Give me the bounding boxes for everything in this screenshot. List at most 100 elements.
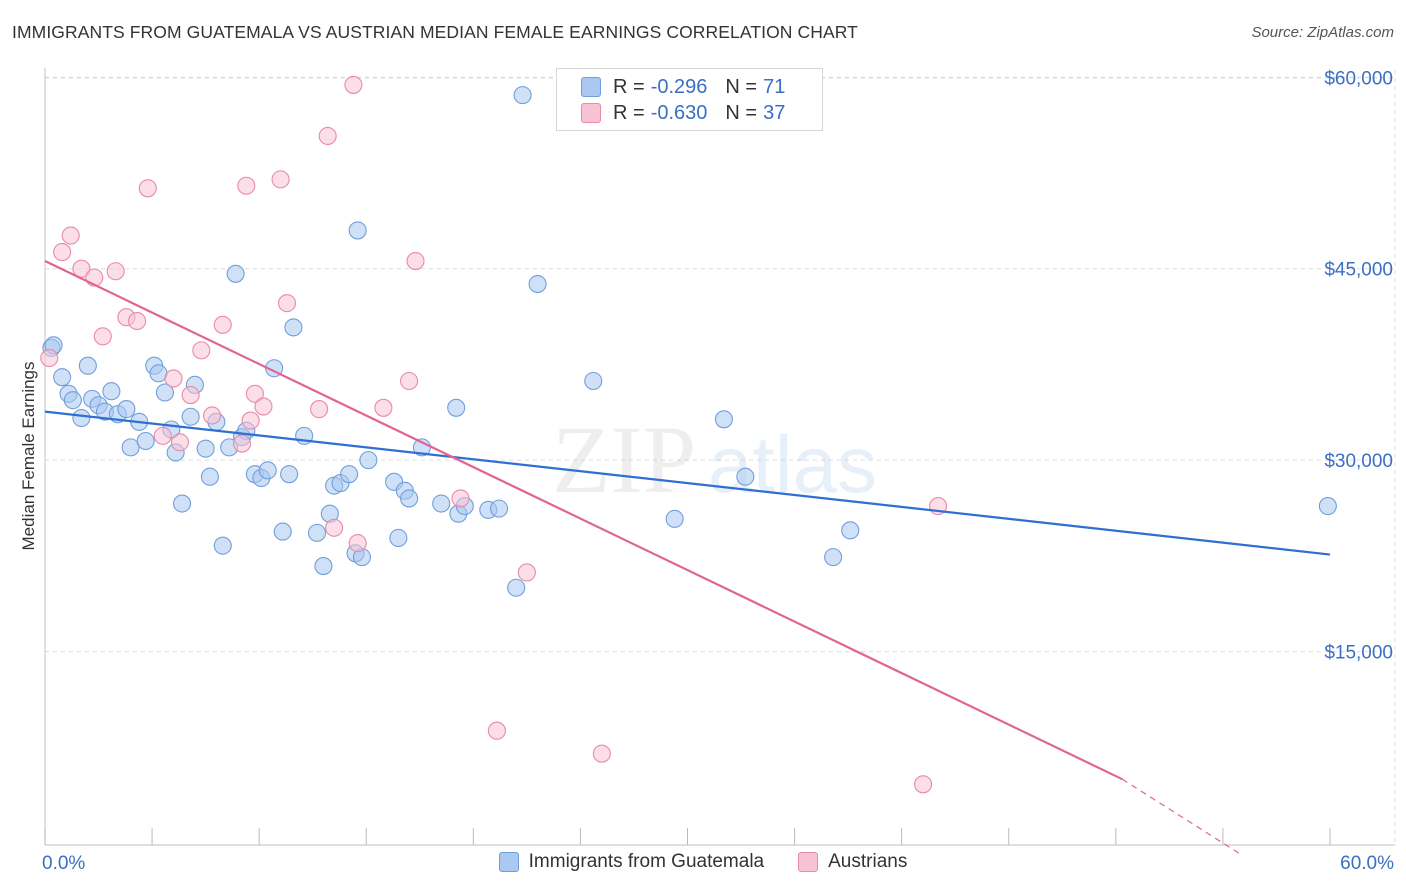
data-point bbox=[173, 494, 192, 513]
data-point bbox=[258, 461, 277, 480]
data-point bbox=[273, 522, 292, 541]
data-point bbox=[914, 775, 933, 794]
axes bbox=[44, 68, 1395, 846]
y-axis-label: Median Female Earnings bbox=[19, 362, 38, 551]
data-point bbox=[254, 397, 273, 416]
data-point bbox=[200, 467, 219, 486]
data-point bbox=[106, 262, 125, 281]
source-label: Source: ZipAtlas.com bbox=[1251, 24, 1394, 41]
data-point bbox=[584, 371, 603, 391]
data-point bbox=[213, 315, 232, 334]
data-point bbox=[824, 548, 843, 567]
legend-swatch-austrians bbox=[798, 852, 819, 872]
data-point bbox=[344, 75, 363, 94]
n-value: 71 bbox=[763, 75, 786, 98]
data-point bbox=[340, 465, 359, 484]
x-tick-label-max: 60.0% bbox=[1340, 853, 1394, 874]
data-point bbox=[72, 408, 91, 428]
trend-line-0 bbox=[44, 410, 1331, 556]
data-point bbox=[325, 518, 344, 537]
data-point bbox=[400, 489, 419, 508]
data-point bbox=[592, 744, 611, 763]
data-point bbox=[226, 264, 245, 283]
data-point bbox=[213, 536, 232, 555]
data-point bbox=[237, 176, 256, 195]
data-point bbox=[232, 434, 252, 453]
data-point bbox=[517, 563, 536, 582]
series-legend: Immigrants from Guatemala Austrians bbox=[0, 851, 1406, 873]
data-point bbox=[78, 356, 97, 375]
data-point bbox=[53, 368, 72, 387]
data-point bbox=[314, 557, 333, 576]
r-value: -0.630 bbox=[650, 101, 708, 124]
r-label: R = bbox=[613, 75, 645, 98]
data-point bbox=[93, 327, 112, 346]
data-point bbox=[196, 439, 215, 458]
chart-title: IMMIGRANTS FROM GUATEMALA VS AUSTRIAN ME… bbox=[12, 22, 858, 42]
data-point bbox=[359, 451, 378, 470]
data-point bbox=[841, 521, 860, 540]
data-point bbox=[284, 318, 303, 337]
legend-label-guatemala: Immigrants from Guatemala bbox=[528, 851, 765, 872]
stats-legend: R = -0.296 N = 71 R = -0.630 N = 37 bbox=[556, 68, 823, 131]
stats-row-guatemala: R = -0.296 N = 71 bbox=[581, 75, 785, 99]
data-point bbox=[665, 509, 684, 528]
data-point bbox=[128, 311, 147, 331]
series-austrians-points bbox=[40, 75, 948, 794]
data-point bbox=[181, 385, 200, 405]
data-point bbox=[117, 400, 136, 419]
data-point bbox=[102, 382, 121, 401]
data-point bbox=[310, 400, 329, 419]
x-tick-label-min: 0.0% bbox=[42, 853, 85, 874]
legend-item-guatemala[interactable]: Immigrants from Guatemala bbox=[498, 851, 765, 873]
legend-item-austrians[interactable]: Austrians bbox=[798, 851, 907, 873]
trend-line-extension bbox=[1121, 778, 1241, 855]
y-tick-label: $60,000 bbox=[1324, 68, 1393, 89]
data-point bbox=[714, 410, 733, 429]
data-point bbox=[318, 126, 337, 146]
data-point bbox=[40, 348, 59, 368]
data-point bbox=[1318, 497, 1337, 516]
data-point bbox=[507, 578, 526, 597]
legend-swatch-austrians bbox=[581, 103, 601, 123]
data-point bbox=[528, 274, 547, 294]
legend-swatch-guatemala bbox=[581, 77, 601, 97]
y-tick-label: $30,000 bbox=[1324, 451, 1393, 472]
data-point bbox=[400, 371, 419, 391]
y-tick-label: $45,000 bbox=[1324, 260, 1393, 281]
data-point bbox=[149, 364, 168, 383]
data-point bbox=[348, 534, 367, 553]
data-point bbox=[389, 528, 408, 548]
trend-lines bbox=[44, 260, 1331, 855]
data-point bbox=[61, 226, 80, 245]
data-point bbox=[432, 494, 451, 513]
data-point bbox=[164, 369, 183, 388]
data-point bbox=[181, 407, 200, 426]
data-point bbox=[513, 86, 532, 105]
stats-row-austrians: R = -0.630 N = 37 bbox=[581, 101, 785, 125]
watermark-zip: ZIP bbox=[552, 406, 696, 513]
data-point bbox=[192, 341, 211, 360]
n-value: 37 bbox=[763, 101, 786, 124]
data-point bbox=[451, 489, 470, 508]
legend-swatch-guatemala bbox=[498, 852, 519, 872]
n-label: N = bbox=[725, 75, 758, 98]
data-point bbox=[170, 433, 189, 452]
r-label: R = bbox=[613, 101, 645, 124]
data-point bbox=[271, 170, 290, 189]
data-point bbox=[53, 243, 72, 262]
data-point bbox=[63, 391, 82, 410]
data-point bbox=[241, 411, 260, 430]
data-point bbox=[348, 221, 367, 240]
data-point bbox=[447, 398, 466, 417]
r-value: -0.296 bbox=[650, 75, 708, 98]
legend-label-austrians: Austrians bbox=[828, 851, 908, 872]
data-point bbox=[138, 179, 157, 198]
data-point bbox=[121, 438, 140, 457]
data-point bbox=[280, 465, 299, 484]
data-point bbox=[136, 431, 155, 451]
data-point bbox=[489, 499, 509, 518]
tick-labels: $15,000 $30,000 $45,000 $60,000 0.0% 60.0% bbox=[42, 68, 1394, 874]
data-point bbox=[203, 406, 222, 425]
